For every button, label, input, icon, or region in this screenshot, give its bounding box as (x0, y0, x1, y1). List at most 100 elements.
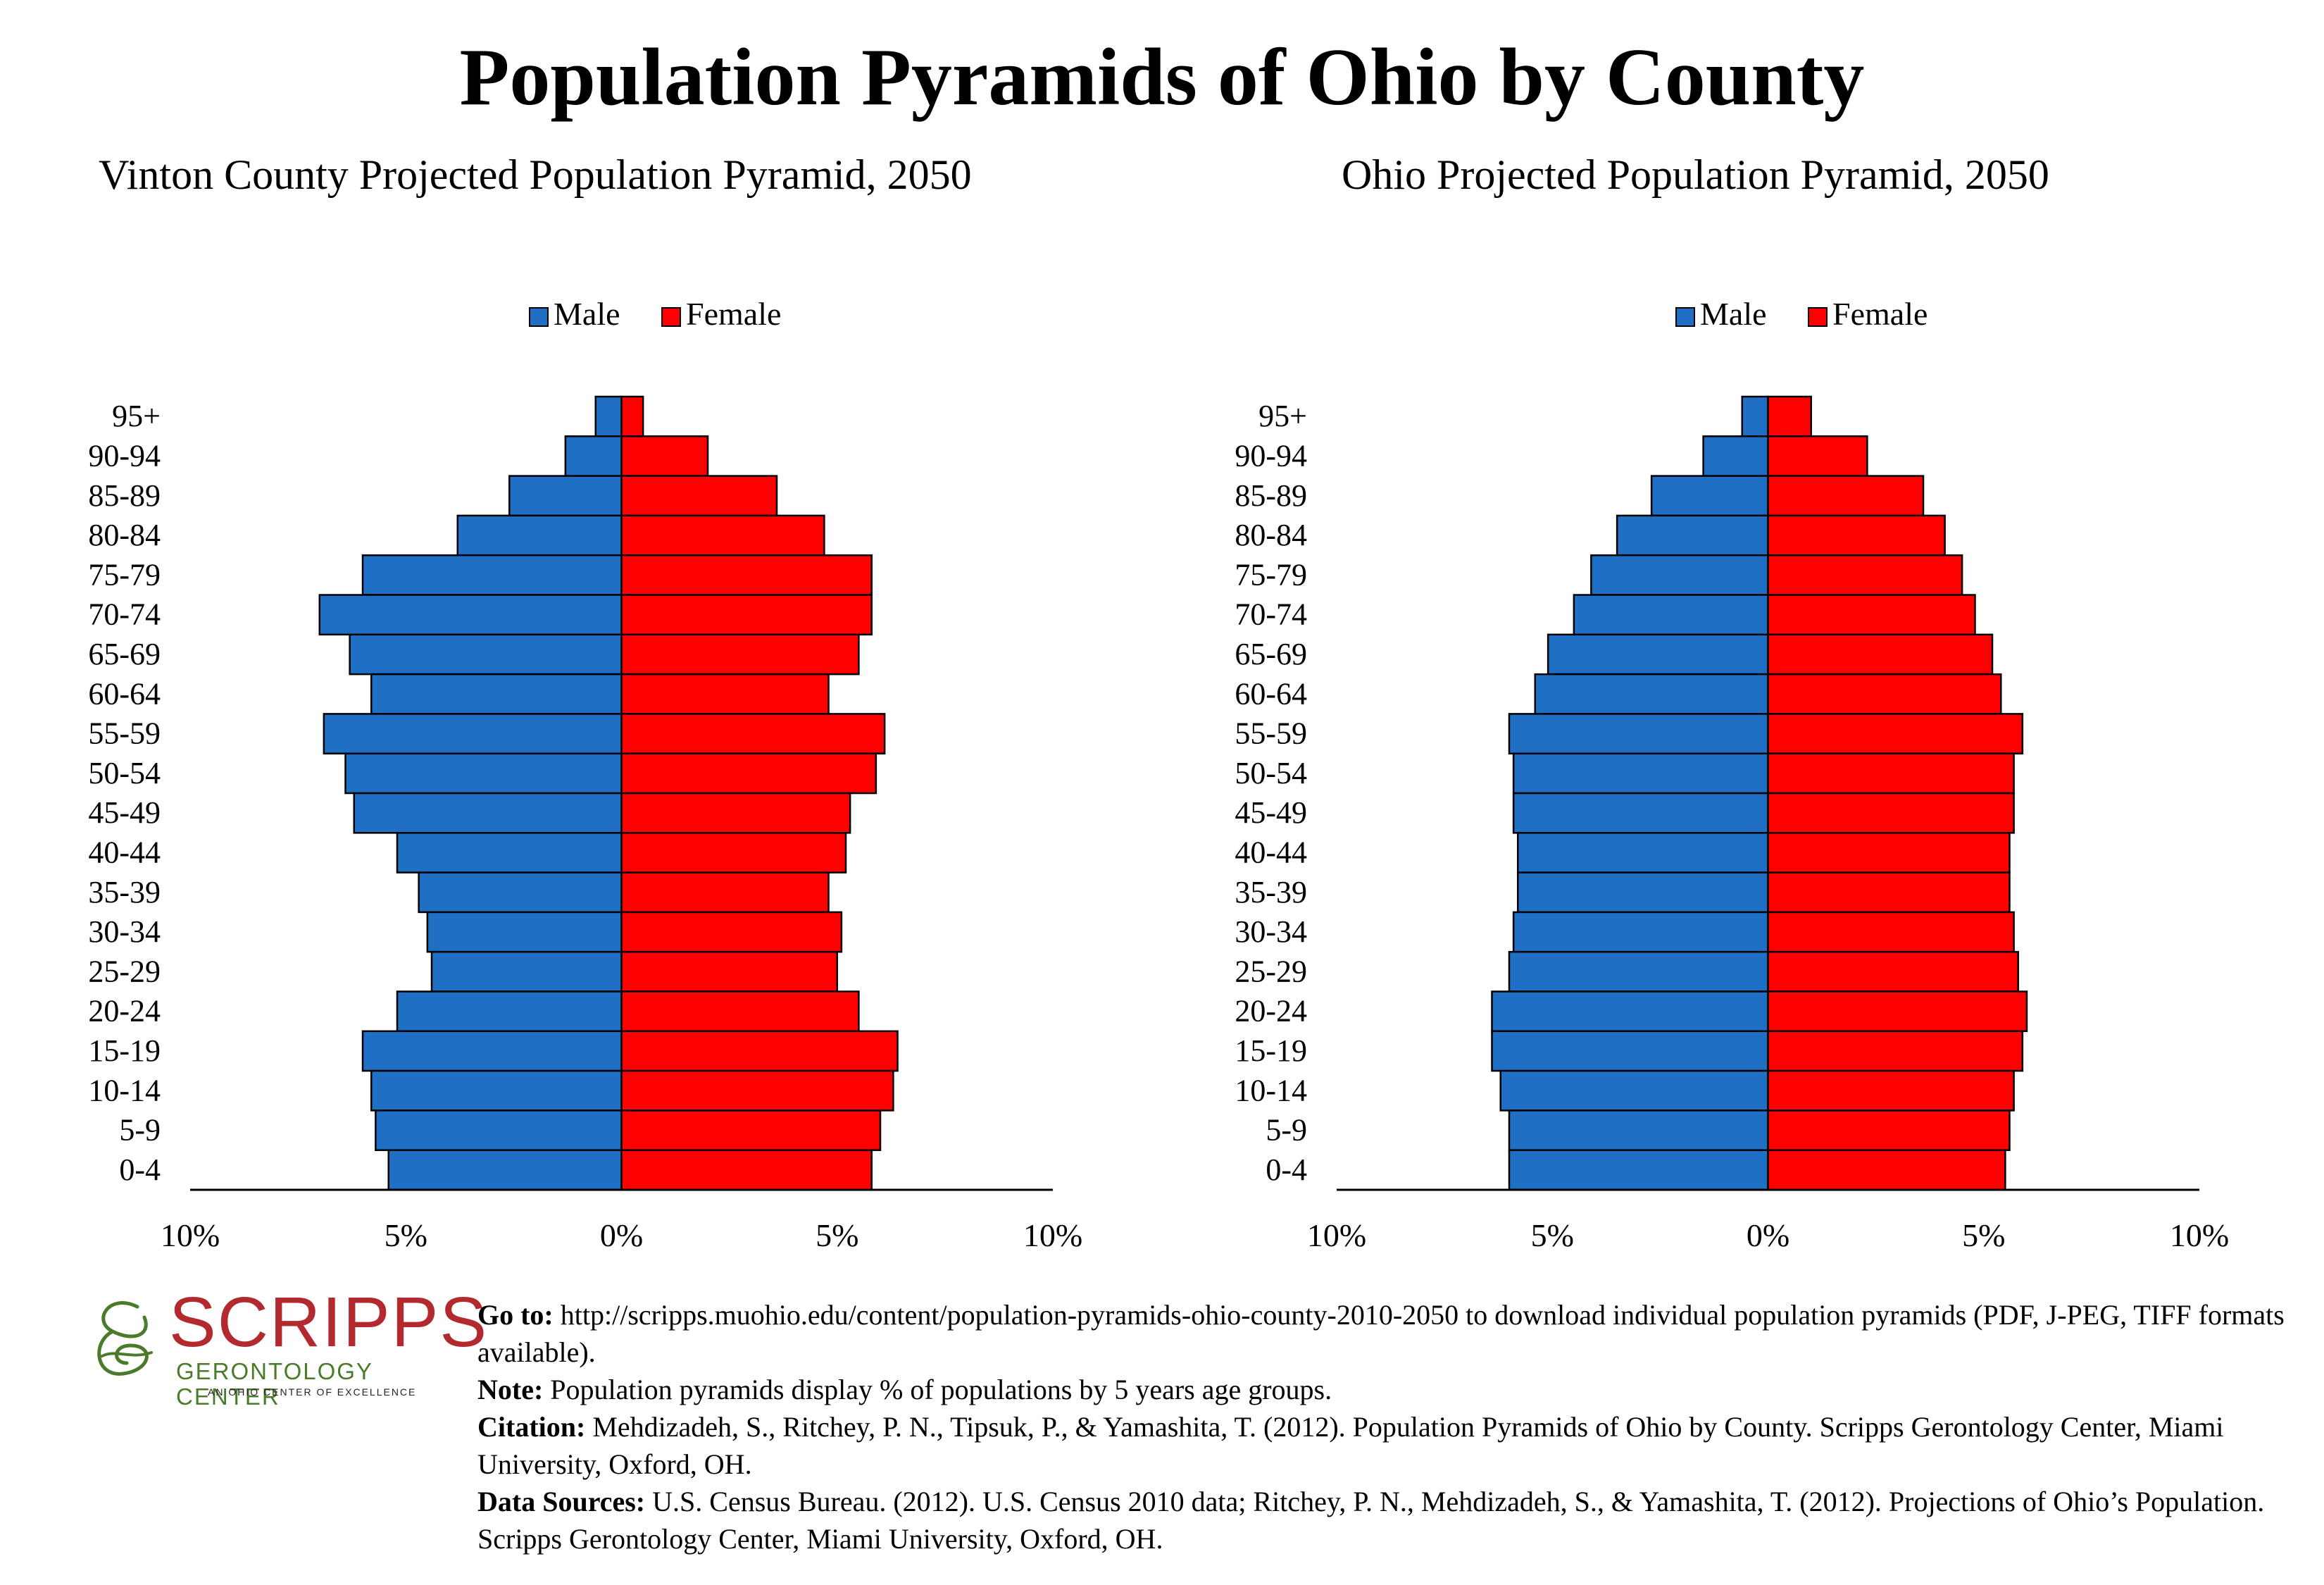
ohio-male-bar (1590, 554, 1769, 596)
vinton-female-bar (620, 395, 644, 437)
ohio-male-bar (1512, 792, 1769, 834)
ohio-male-bar (1499, 1069, 1769, 1112)
ohio-male-bar (1517, 871, 1769, 914)
ohio-tick-label: 0% (1747, 1217, 1789, 1253)
vinton-male-bar (361, 554, 623, 596)
ohio-age-label: 30-34 (1235, 914, 1307, 949)
vinton-female-bar (620, 1149, 873, 1191)
ohio-male-bar (1508, 1110, 1769, 1151)
scripps-logo: SCRIPPS GERONTOLOGY CENTER AN OHIO CENTE… (88, 1286, 487, 1410)
ohio-female-bar (1767, 554, 1963, 596)
ohio-male-bar (1512, 752, 1769, 795)
vinton-male-bar (370, 1069, 623, 1112)
vinton-female-bar (620, 990, 860, 1033)
vinton-female-bar (620, 950, 838, 993)
ohio-female-bar (1767, 911, 2015, 953)
ohio-female-bar (1767, 673, 2002, 715)
vinton-age-label: 95+ (112, 399, 161, 433)
ohio-male-bar (1573, 594, 1769, 636)
ohio-male-bar (1508, 950, 1769, 993)
ohio-female-bar (1767, 950, 2019, 993)
ohio-female-bar (1767, 871, 2011, 914)
vinton-legend-male-label: Male (554, 296, 620, 332)
ohio-age-label: 70-74 (1235, 597, 1307, 632)
ohio-female-bar (1767, 475, 1925, 517)
goto-link-text[interactable]: http://scripps.muohio.edu/content/popula… (477, 1299, 2285, 1368)
ohio-age-label: 10-14 (1235, 1073, 1307, 1107)
vinton-male-bar (418, 871, 623, 914)
logo-wordmark: SCRIPPS (169, 1283, 489, 1362)
vinton-age-label: 80-84 (88, 518, 161, 552)
ohio-age-label: 65-69 (1235, 637, 1307, 671)
footnotes: Go to: http://scripps.muohio.edu/content… (477, 1296, 2309, 1558)
vinton-female-bar (620, 1110, 882, 1151)
citation-note: Citation: Mehdizadeh, S., Ritchey, P. N.… (477, 1408, 2309, 1483)
vinton-age-label: 60-64 (88, 676, 161, 711)
ohio-female-bar (1767, 435, 1868, 477)
ohio-female-bar (1767, 633, 1994, 676)
vinton-age-label: 15-19 (88, 1033, 161, 1068)
vinton-legend-female-swatch (661, 307, 681, 327)
vinton-male-bar (564, 435, 623, 477)
vinton-female-bar (620, 871, 830, 914)
ohio-female-bar (1767, 1149, 2006, 1191)
vinton-male-bar (430, 950, 623, 993)
ohio-age-label: 45-49 (1235, 795, 1307, 830)
vinton-age-label: 0-4 (119, 1152, 161, 1187)
logo-tagline: AN OHIO CENTER OF EXCELLENCE (208, 1386, 417, 1398)
vinton-male-bar (323, 713, 623, 754)
ohio-age-label: 25-29 (1235, 954, 1307, 988)
vinton-male-bar (396, 832, 623, 874)
citation-text: Mehdizadeh, S., Ritchey, P. N., Tipsuk, … (477, 1411, 2224, 1480)
ohio-age-label: 5-9 (1266, 1113, 1307, 1148)
vinton-age-label: 50-54 (88, 756, 161, 790)
vinton-female-bar (620, 832, 847, 874)
vinton-age-label: 75-79 (88, 557, 161, 592)
vinton-female-bar (620, 713, 886, 754)
ohio-male-bar (1491, 990, 1769, 1033)
ohio-age-label: 80-84 (1235, 518, 1307, 552)
vinton-female-bar (620, 594, 873, 636)
ohio-tick-label: 10% (2170, 1217, 2229, 1253)
vinton-male-bar (318, 594, 623, 636)
ohio-male-bar (1508, 713, 1769, 754)
ohio-male-bar (1517, 832, 1769, 874)
vinton-age-label: 25-29 (88, 954, 161, 988)
ohio-legend-female-swatch (1808, 307, 1828, 327)
ohio-male-bar (1741, 395, 1769, 437)
vinton-male-bar (426, 911, 623, 953)
vinton-male-bar (508, 475, 623, 517)
vinton-male-bar (594, 395, 623, 437)
ohio-age-label: 15-19 (1235, 1033, 1307, 1068)
ohio-female-bar (1767, 990, 2028, 1033)
ohio-female-bar (1767, 1069, 2015, 1112)
vinton-age-label: 35-39 (88, 875, 161, 909)
ohio-chart-title: Ohio Projected Population Pyramid, 2050 (1342, 151, 2049, 198)
ohio-age-label: 60-64 (1235, 676, 1307, 711)
vinton-age-label: 10-14 (88, 1073, 161, 1107)
ohio-age-label: 40-44 (1235, 835, 1307, 869)
vinton-male-bar (370, 673, 623, 715)
ohio-female-bar (1767, 514, 1946, 557)
vinton-age-label: 20-24 (88, 994, 161, 1028)
vinton-tick-label: 5% (385, 1217, 427, 1253)
ohio-female-bar (1767, 832, 2011, 874)
vinton-tick-label: 0% (600, 1217, 643, 1253)
vinton-male-bar (349, 633, 623, 676)
ohio-male-bar (1650, 475, 1769, 517)
vinton-male-bar (344, 752, 623, 795)
vinton-female-bar (620, 1069, 894, 1112)
vinton-age-label: 90-94 (88, 438, 161, 473)
ohio-age-label: 20-24 (1235, 994, 1307, 1028)
vinton-female-bar (620, 673, 830, 715)
vinton-age-label: 5-9 (119, 1113, 161, 1148)
ohio-legend-male-label: Male (1700, 296, 1767, 332)
ohio-age-label: 55-59 (1235, 716, 1307, 751)
ohio-age-label: 85-89 (1235, 478, 1307, 513)
ohio-male-bar (1534, 673, 1769, 715)
ohio-tick-label: 5% (1962, 1217, 2005, 1253)
vinton-tick-label: 10% (1023, 1217, 1082, 1253)
vinton-female-bar (620, 752, 877, 795)
ohio-male-bar (1702, 435, 1769, 477)
vinton-female-bar (620, 475, 778, 517)
